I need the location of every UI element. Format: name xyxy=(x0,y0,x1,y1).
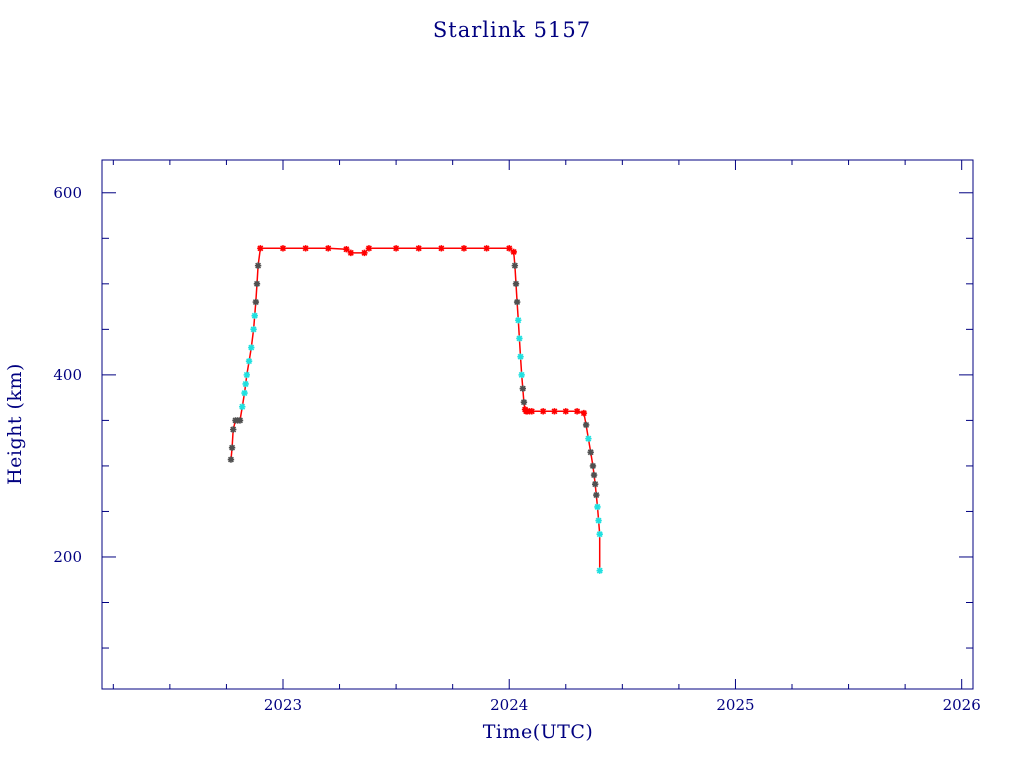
data-point-marker xyxy=(515,317,522,324)
data-point-marker xyxy=(243,371,250,379)
data-point-marker xyxy=(510,248,517,256)
data-point-marker xyxy=(415,245,422,252)
data-point-marker xyxy=(302,245,309,252)
data-point-marker xyxy=(438,245,445,252)
data-point-marker xyxy=(236,417,244,424)
data-point-marker xyxy=(250,326,257,333)
data-point-marker xyxy=(325,245,332,252)
data-point-marker xyxy=(587,449,594,456)
x-tick-label: 2026 xyxy=(943,696,981,714)
data-series xyxy=(227,245,603,574)
data-point-marker xyxy=(573,408,581,415)
data-point-marker xyxy=(596,567,603,574)
data-point-marker xyxy=(392,245,400,252)
data-point-marker xyxy=(517,353,524,360)
data-point-marker xyxy=(257,245,264,252)
data-point-marker xyxy=(539,408,547,415)
y-tick-label: 600 xyxy=(53,184,82,202)
data-point-marker xyxy=(582,421,590,429)
data-point-marker xyxy=(520,398,528,406)
data-point-marker xyxy=(591,480,599,488)
data-point-marker xyxy=(528,408,536,415)
data-point-marker xyxy=(589,462,597,470)
data-point-marker xyxy=(594,503,601,511)
data-point-marker xyxy=(248,344,255,351)
plot-frame xyxy=(101,159,974,690)
data-point-marker xyxy=(506,245,513,252)
data-point-marker xyxy=(279,245,287,252)
data-point-marker xyxy=(239,403,246,410)
data-point-marker xyxy=(242,380,249,388)
y-tick-label: 400 xyxy=(53,366,82,384)
data-point-marker xyxy=(516,335,523,342)
x-axis-label: Time(UTC) xyxy=(483,721,594,743)
data-point-marker xyxy=(365,245,373,252)
data-point-marker xyxy=(460,245,468,252)
data-point-marker xyxy=(230,426,237,433)
data-point-marker xyxy=(580,409,588,417)
data-point-marker xyxy=(343,246,350,253)
data-point-marker xyxy=(518,371,525,379)
data-point-marker xyxy=(227,456,235,463)
x-tick-label: 2023 xyxy=(264,696,302,714)
data-point-marker xyxy=(513,298,521,306)
data-point-marker xyxy=(483,245,490,252)
x-tick-label: 2024 xyxy=(490,696,528,714)
data-point-marker xyxy=(593,491,600,499)
x-axis-ticks: 2023 2024 2025 2026 xyxy=(112,160,981,714)
data-point-marker xyxy=(562,408,569,415)
data-point-marker xyxy=(595,517,602,524)
data-point-marker xyxy=(590,471,598,479)
data-point-marker xyxy=(228,444,236,451)
chart-title: Starlink 5157 xyxy=(433,18,591,42)
data-point-marker xyxy=(596,531,603,538)
data-point-marker xyxy=(585,435,592,442)
data-point-marker xyxy=(519,385,526,392)
data-point-marker xyxy=(512,280,520,288)
data-point-marker xyxy=(241,389,248,397)
data-point-marker xyxy=(347,249,355,257)
data-point-marker xyxy=(252,298,260,306)
data-point-marker xyxy=(251,312,258,319)
data-point-marker xyxy=(253,280,261,288)
data-point-marker xyxy=(511,262,519,269)
data-point-marker xyxy=(254,262,262,269)
data-point-marker xyxy=(551,408,558,415)
data-point-marker xyxy=(361,249,368,257)
x-tick-label: 2025 xyxy=(716,696,754,714)
y-tick-label: 200 xyxy=(53,548,82,566)
data-point-marker xyxy=(245,358,253,365)
y-axis-ticks: 200 400 600 xyxy=(53,184,973,649)
y-axis-label: Height (km) xyxy=(4,363,26,485)
